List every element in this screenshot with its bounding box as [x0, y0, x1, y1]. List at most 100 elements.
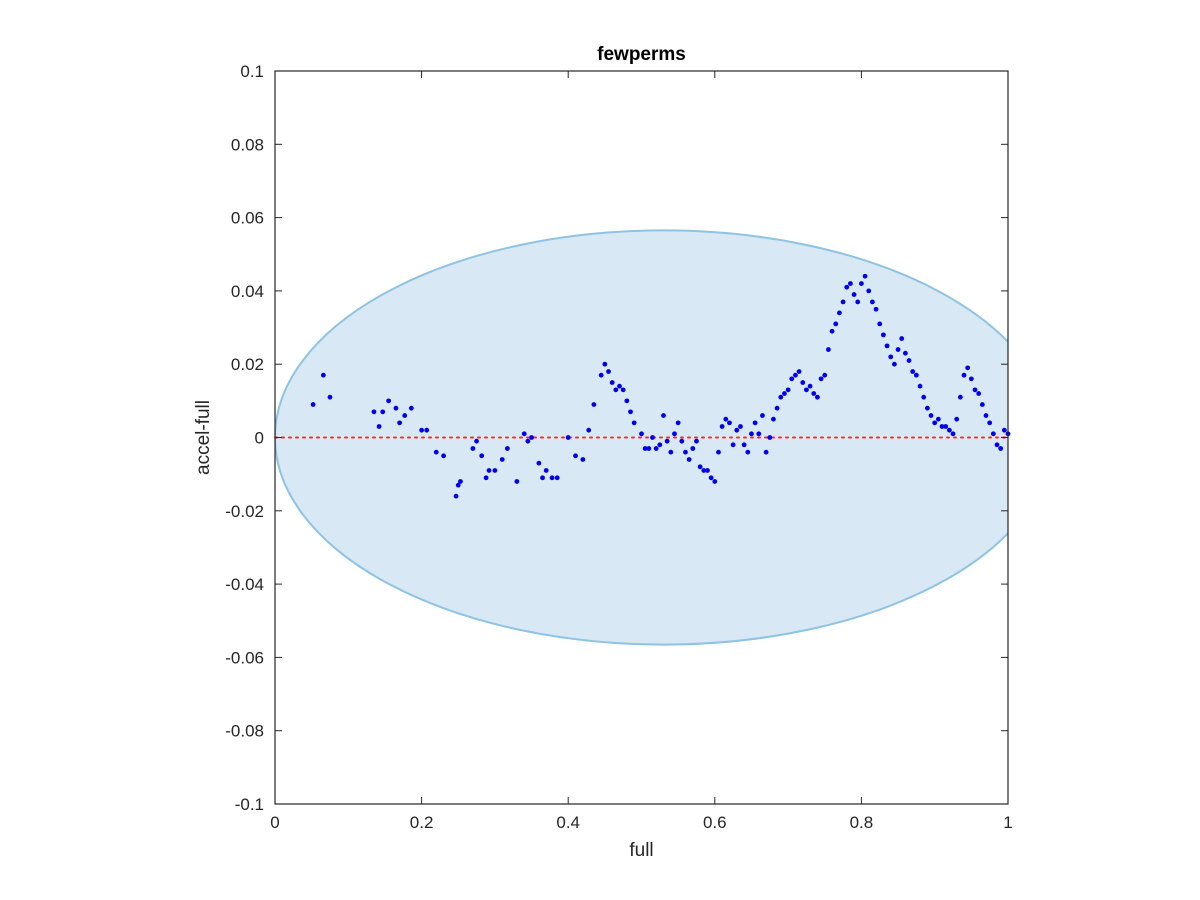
data-point — [796, 369, 802, 374]
y-axis-label: accel-full — [193, 400, 214, 475]
data-point — [441, 453, 446, 459]
data-point — [586, 427, 592, 433]
data-point — [536, 460, 542, 466]
y-tick-label: 0.06 — [231, 209, 264, 228]
data-point — [653, 446, 659, 451]
x-axis-label: full — [629, 840, 653, 861]
data-point — [620, 387, 626, 393]
data-point — [543, 468, 549, 473]
data-point — [869, 299, 875, 305]
data-point — [789, 376, 795, 382]
data-point — [716, 449, 721, 455]
data-point — [408, 405, 414, 411]
data-point — [873, 306, 879, 312]
data-point — [738, 424, 743, 429]
data-point — [946, 427, 952, 433]
data-point — [793, 372, 798, 378]
data-point — [979, 402, 985, 407]
data-point — [807, 383, 813, 389]
data-point — [458, 479, 463, 484]
data-point — [1001, 427, 1007, 433]
data-point — [928, 413, 934, 418]
data-point — [862, 273, 868, 279]
data-point — [730, 442, 736, 448]
data-point — [609, 380, 615, 385]
data-point — [525, 438, 531, 444]
y-tick-label: -0.06 — [225, 648, 264, 667]
data-point — [701, 468, 707, 473]
data-point — [380, 409, 386, 415]
data-point — [826, 347, 831, 352]
data-point — [613, 387, 619, 393]
data-point — [961, 372, 967, 378]
data-point — [694, 438, 699, 444]
data-point — [397, 420, 403, 426]
data-point — [939, 424, 945, 429]
data-point — [994, 442, 1000, 448]
y-tick-label: -0.08 — [225, 722, 264, 741]
data-point — [470, 446, 476, 451]
data-point — [774, 405, 780, 411]
data-point — [965, 365, 971, 371]
data-point — [987, 420, 993, 426]
data-point — [778, 394, 784, 400]
data-point — [851, 292, 857, 297]
data-point — [690, 446, 696, 451]
data-point — [646, 446, 652, 451]
y-tick-label: 0.02 — [231, 355, 264, 374]
data-point — [968, 376, 974, 382]
data-point — [829, 328, 835, 334]
data-point — [902, 350, 908, 356]
data-point — [811, 391, 817, 396]
data-point — [686, 457, 692, 462]
data-point — [419, 427, 424, 433]
data-point — [855, 299, 861, 305]
data-point — [376, 424, 382, 429]
data-point — [910, 369, 916, 374]
data-point — [844, 284, 850, 290]
data-point — [479, 453, 485, 459]
data-point — [785, 387, 791, 393]
data-point — [741, 442, 747, 448]
data-point — [906, 358, 912, 363]
data-point — [393, 405, 399, 411]
data-point — [719, 424, 725, 429]
data-point — [642, 446, 648, 451]
data-point — [727, 420, 732, 426]
data-point — [521, 431, 527, 437]
axis-ticks-layer: 0 0.2 0.4 0.6 0.8 1 -0.1 -0.08 -0.06 -0.04 -0.02 0 0… — [225, 62, 1012, 832]
data-point — [818, 376, 824, 382]
data-point — [628, 409, 633, 415]
y-tick-label: 0.04 — [231, 282, 264, 301]
data-point — [540, 475, 545, 481]
data-point — [833, 321, 839, 327]
data-point — [895, 347, 901, 352]
data-point — [565, 435, 571, 440]
data-point — [756, 431, 762, 437]
y-tick-label: 0.1 — [240, 62, 264, 81]
data-point — [492, 468, 498, 473]
x-tick-label: 0.8 — [850, 813, 874, 832]
data-point — [617, 383, 622, 389]
data-point — [822, 372, 828, 378]
data-point — [972, 387, 978, 393]
data-point — [815, 394, 820, 400]
data-point — [734, 427, 740, 433]
data-point — [386, 398, 392, 404]
data-point — [402, 413, 408, 418]
data-point — [760, 413, 765, 418]
data-point — [767, 435, 773, 440]
data-point — [697, 464, 703, 470]
data-point — [433, 449, 439, 455]
data-point — [320, 372, 326, 378]
data-point — [371, 409, 377, 415]
data-point — [424, 427, 430, 433]
data-point — [891, 361, 897, 367]
data-point — [514, 479, 520, 484]
data-point — [950, 431, 956, 437]
data-point — [976, 391, 982, 396]
data-point — [708, 475, 714, 481]
data-point — [483, 475, 489, 481]
data-point — [837, 310, 842, 316]
data-point — [932, 420, 938, 426]
